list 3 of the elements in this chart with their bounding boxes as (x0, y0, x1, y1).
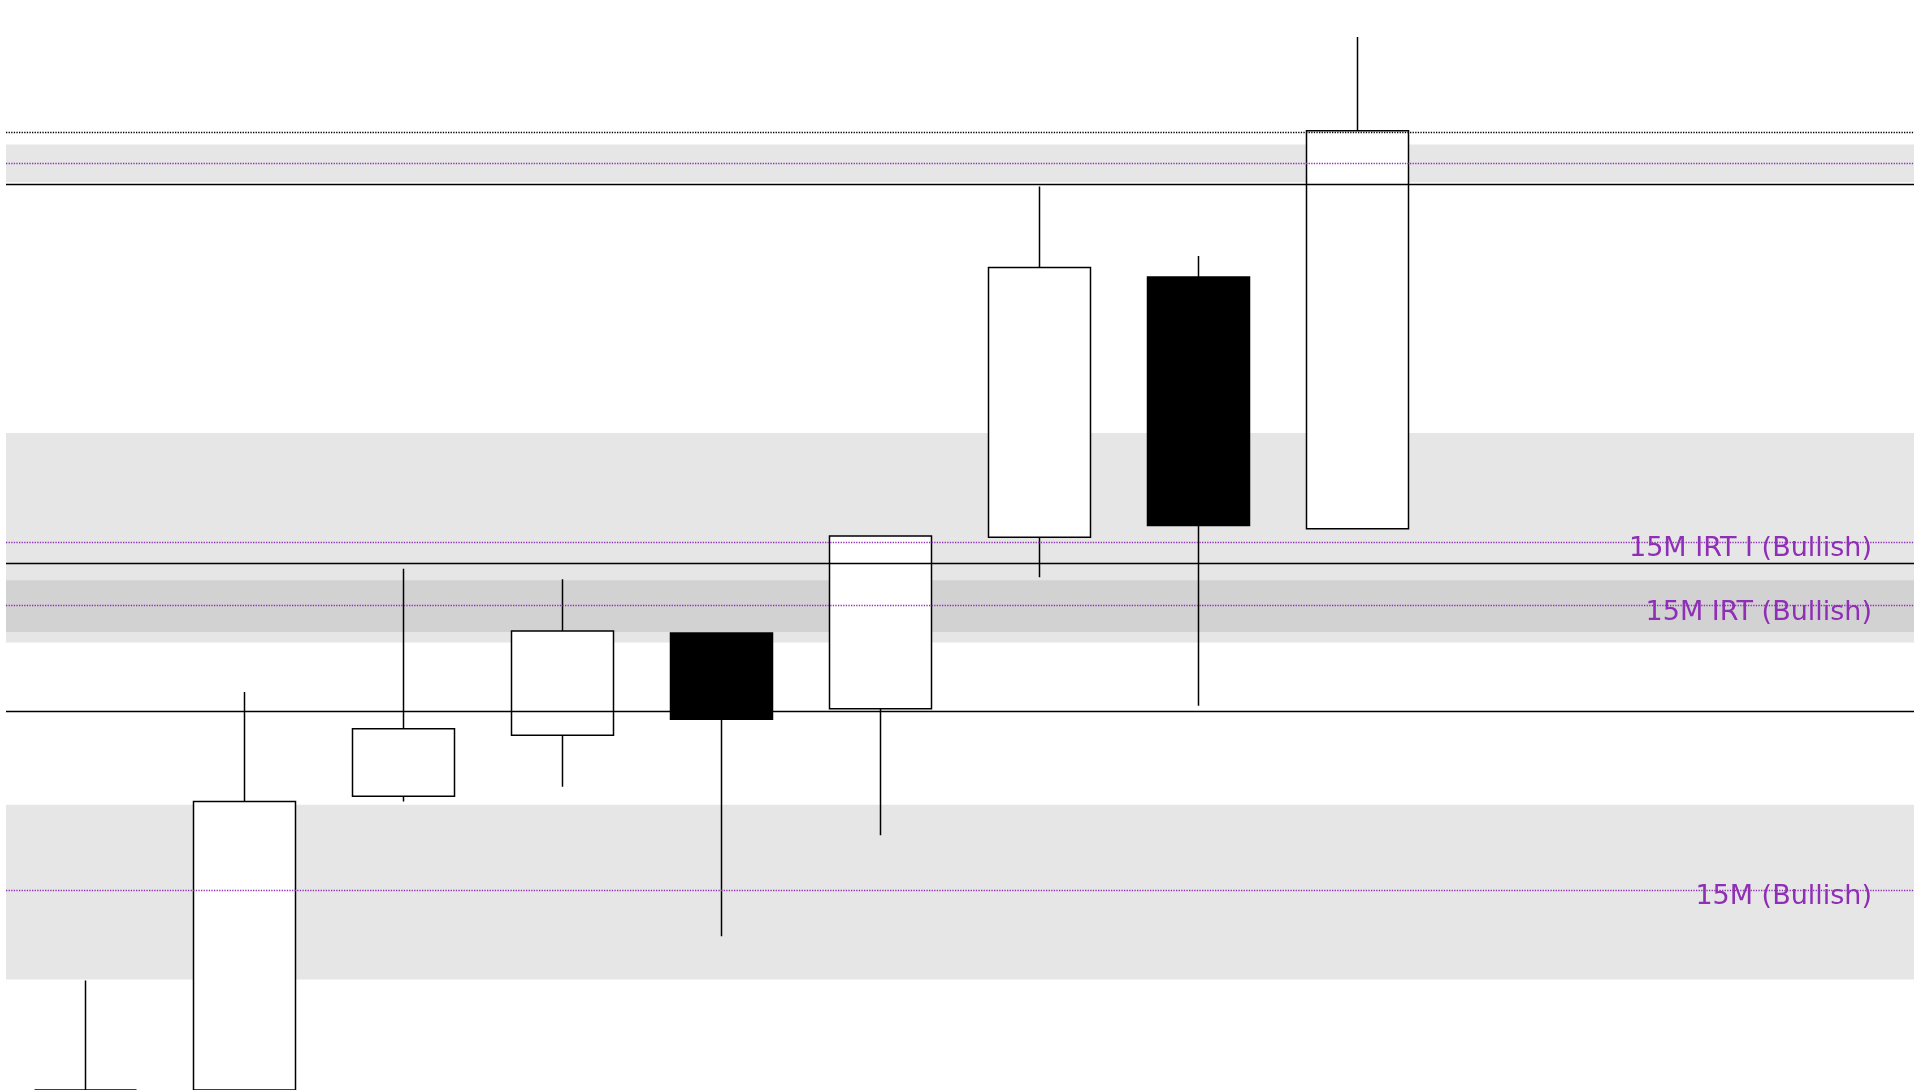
ref-line-label: 15M IRT I (Bullish) (1629, 531, 1872, 563)
ref-line-label: 15M IRT (Bullish) (1645, 594, 1872, 626)
ref-line-label: 15M (Bullish) (1695, 878, 1872, 910)
